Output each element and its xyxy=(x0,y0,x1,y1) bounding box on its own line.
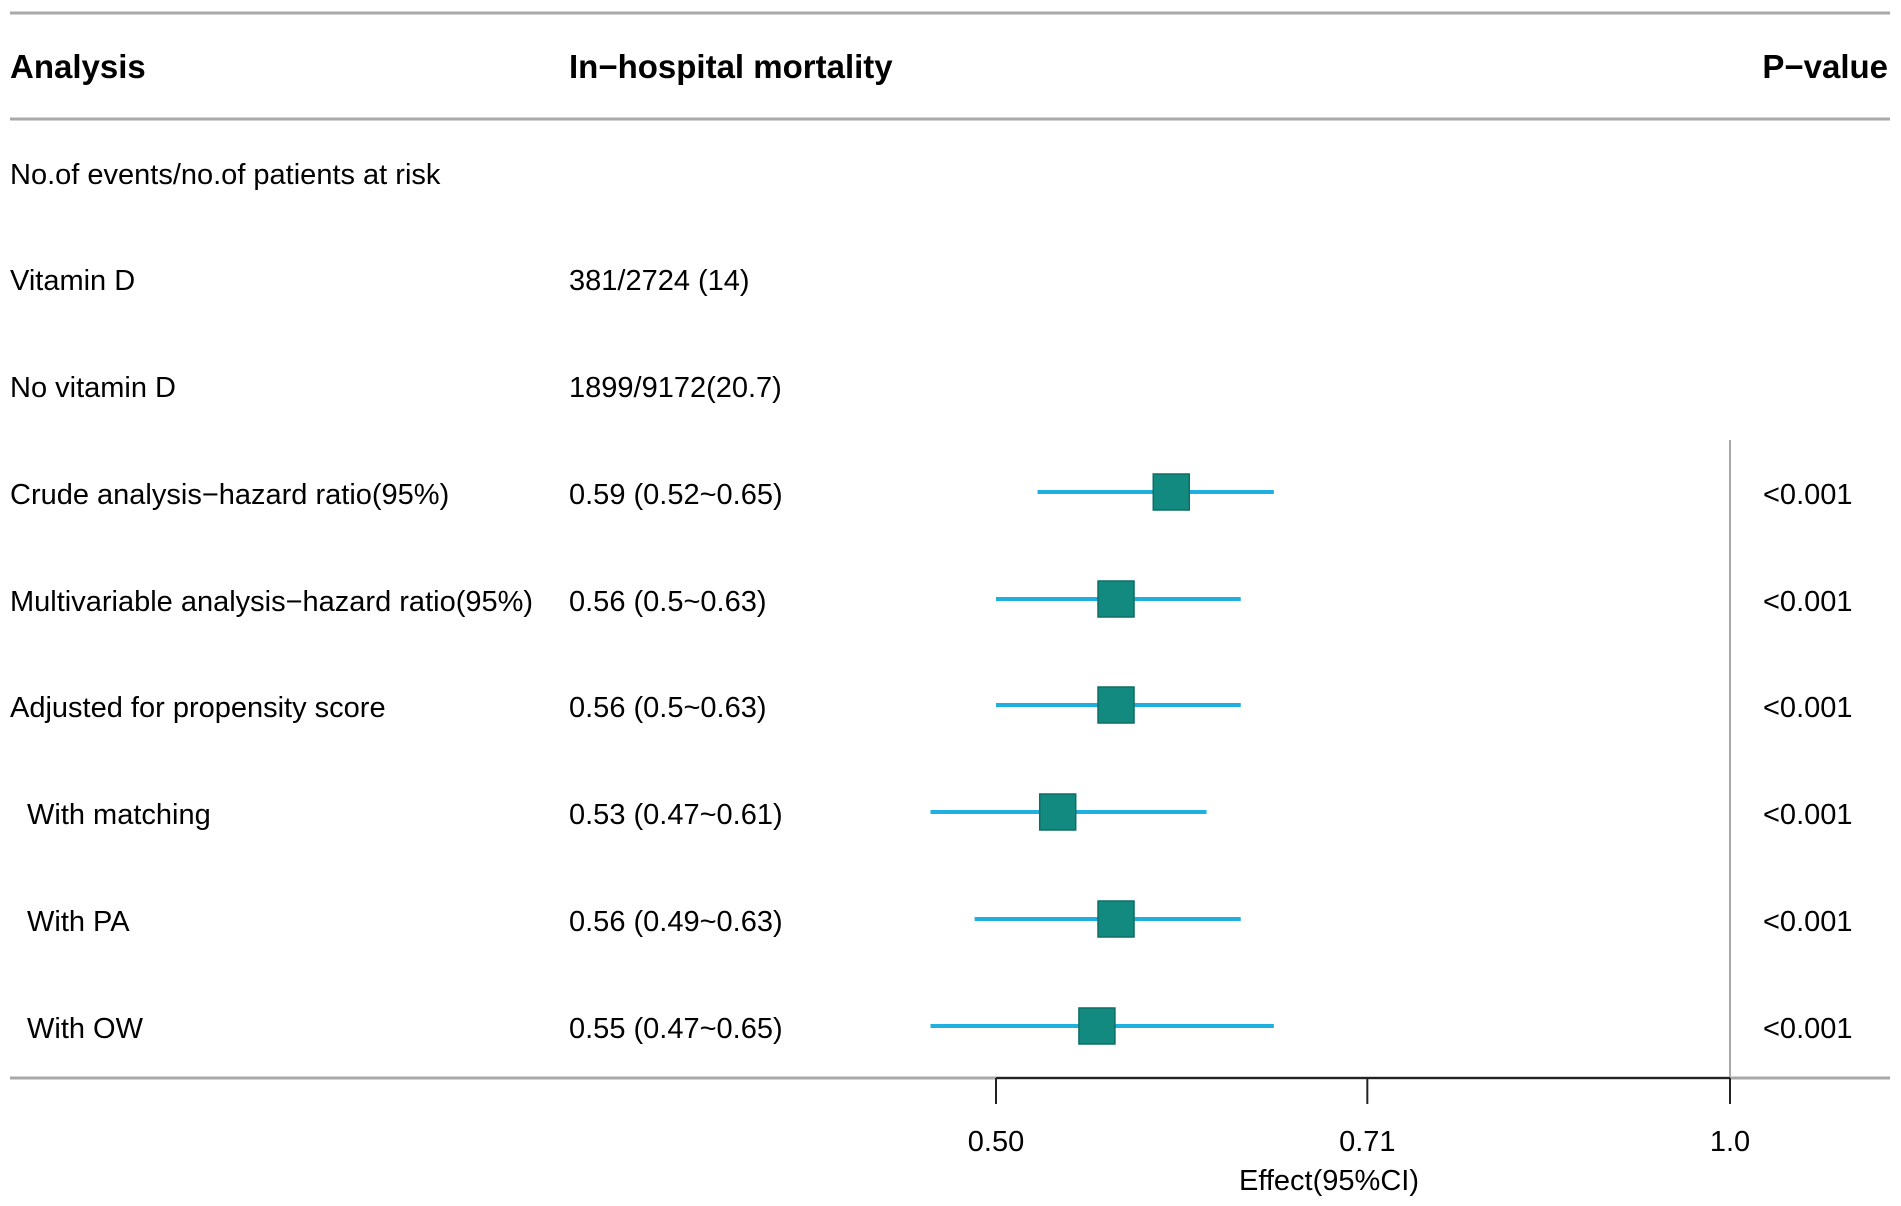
row-label-indented: With PA xyxy=(27,906,130,938)
point-estimate-box xyxy=(1097,686,1135,724)
row-label: Crude analysis−hazard ratio(95%) xyxy=(10,479,449,511)
p-value-text: <0.001 xyxy=(1763,1013,1853,1045)
point-estimate-box xyxy=(1152,473,1191,511)
forest-marks xyxy=(930,473,1274,1045)
x-tick-label: 1.0 xyxy=(1710,1126,1750,1158)
row-label: Vitamin D xyxy=(10,265,135,297)
pvalue-column: <0.001 <0.001 <0.001 <0.001 <0.001 <0.00… xyxy=(1763,479,1853,1045)
row-label: No vitamin D xyxy=(10,372,176,404)
point-estimate-box xyxy=(1038,793,1077,831)
p-value-text: <0.001 xyxy=(1763,586,1853,618)
x-axis: 0.50 0.71 1.0 xyxy=(968,440,1750,1158)
estimate-text: 0.53 (0.47~0.61) xyxy=(569,799,783,831)
header-in-hospital-mortality: In−hospital mortality xyxy=(569,48,893,85)
x-tick-label: 0.50 xyxy=(968,1126,1024,1158)
estimate-text: 0.55 (0.47~0.65) xyxy=(569,1013,783,1045)
row-label-indented: With matching xyxy=(27,799,211,831)
estimate-text: 0.56 (0.5~0.63) xyxy=(569,692,767,724)
header-p-value: P−value xyxy=(1762,48,1888,85)
estimate-text: 381/2724 (14) xyxy=(569,265,750,297)
point-estimate-box xyxy=(1097,900,1135,938)
point-estimate-box xyxy=(1078,1007,1116,1045)
estimate-column: 381/2724 (14) 1899/9172(20.7) 0.59 (0.52… xyxy=(569,265,783,1045)
header-analysis: Analysis xyxy=(10,48,146,85)
estimate-text: 0.56 (0.49~0.63) xyxy=(569,906,783,938)
p-value-text: <0.001 xyxy=(1763,906,1853,938)
estimate-text: 1899/9172(20.7) xyxy=(569,372,782,404)
row-labels: No.of events/no.of patients at risk Vita… xyxy=(10,159,533,1045)
row-label: Adjusted for propensity score xyxy=(10,692,386,724)
point-estimate-box xyxy=(1097,580,1135,618)
p-value-text: <0.001 xyxy=(1763,692,1853,724)
row-label: Multivariable analysis−hazard ratio(95%) xyxy=(10,586,533,618)
p-value-text: <0.001 xyxy=(1763,479,1853,511)
estimate-text: 0.59 (0.52~0.65) xyxy=(569,479,783,511)
x-tick-label: 0.71 xyxy=(1339,1126,1395,1158)
x-axis-title: Effect(95%CI) xyxy=(1239,1165,1419,1197)
row-label: No.of events/no.of patients at risk xyxy=(10,159,441,191)
estimate-text: 0.56 (0.5~0.63) xyxy=(569,586,767,618)
row-label-indented: With OW xyxy=(27,1013,144,1045)
p-value-text: <0.001 xyxy=(1763,799,1853,831)
